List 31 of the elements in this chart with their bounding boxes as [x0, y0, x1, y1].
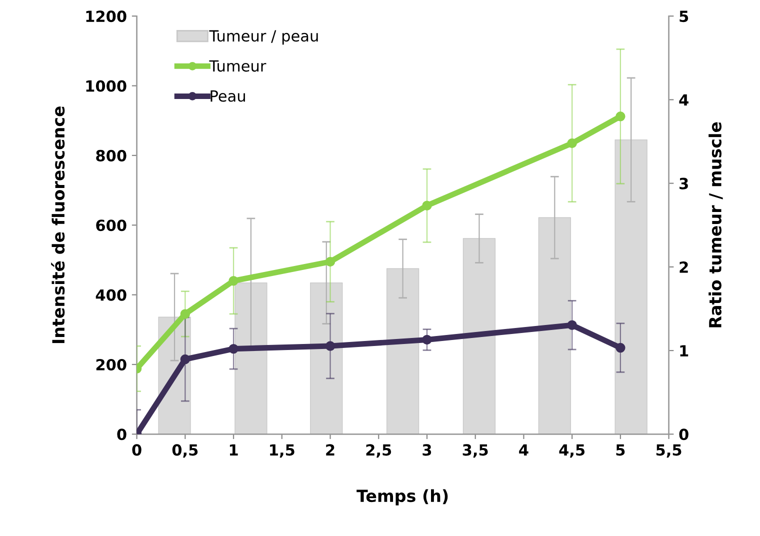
- x-tick-label: 0: [132, 444, 142, 456]
- y2-tick-label: 0: [679, 428, 688, 440]
- legend-label: Tumeur: [209, 60, 266, 72]
- x-tick-label: 2,5: [366, 444, 392, 458]
- y2-tick-label: 3: [680, 178, 688, 190]
- y-tick-label: 600: [96, 220, 126, 232]
- x-tick-label: 4,5: [559, 444, 585, 458]
- y-tick-label: 1200: [86, 10, 126, 22]
- legend-label: Tumeur / peau: [209, 30, 318, 45]
- x-tick-label: 0,5: [172, 444, 198, 458]
- y-tick-label: 200: [96, 358, 126, 370]
- y2-tick-label: 5: [680, 10, 688, 22]
- x-tick-label: 4: [519, 444, 528, 456]
- y-tick-label: 400: [96, 289, 126, 301]
- x-tick-label: 3: [422, 444, 432, 456]
- x-tick-label: 1,5: [270, 444, 294, 458]
- y2-tick-label: 2: [680, 261, 688, 273]
- x-axis-title: Temps (h): [356, 489, 448, 506]
- y2-axis-title: Ratio tumeur / muscle: [708, 122, 723, 328]
- x-tick-label: 3,5: [462, 444, 488, 458]
- y2-tick-label: 4: [679, 94, 688, 106]
- y-tick-label: 0: [117, 428, 126, 440]
- y-tick-label: 800: [96, 150, 126, 162]
- legend-label: Peau: [210, 90, 245, 102]
- y2-tick-label: 1: [680, 345, 688, 356]
- x-tick-label: 5: [616, 444, 625, 456]
- x-tick-label: 1: [230, 444, 238, 456]
- x-tick-label: 5,5: [656, 444, 682, 458]
- y-tick-label: 1000: [86, 80, 126, 92]
- y-axis-title: Intensité de fluorescence: [51, 106, 65, 344]
- x-tick-label: 2: [326, 444, 334, 456]
